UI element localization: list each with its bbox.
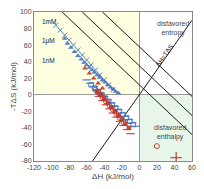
svg-text:1mM: 1mM — [42, 18, 56, 25]
svg-text:0: 0 — [137, 164, 141, 171]
svg-text:-40: -40 — [21, 124, 31, 131]
svg-text:ΔH=TΔS: ΔH=TΔS — [154, 42, 175, 67]
svg-text:-20: -20 — [117, 164, 127, 171]
svg-text:-80: -80 — [64, 164, 74, 171]
svg-text:disfavoredentropy: disfavoredentropy — [157, 20, 189, 37]
svg-text:40: 40 — [171, 164, 179, 171]
svg-text:-60: -60 — [21, 141, 31, 148]
svg-text:0: 0 — [28, 91, 32, 98]
svg-text:60: 60 — [24, 42, 32, 49]
svg-text:100: 100 — [20, 8, 32, 15]
svg-text:ΔH (kJ/mol): ΔH (kJ/mol) — [92, 172, 134, 181]
svg-text:-40: -40 — [99, 164, 109, 171]
svg-text:disfavoredenthalpy: disfavoredenthalpy — [154, 124, 186, 141]
svg-text:20: 20 — [153, 164, 161, 171]
svg-text:60: 60 — [188, 164, 196, 171]
svg-text:-80: -80 — [21, 157, 31, 164]
svg-text:20: 20 — [24, 75, 32, 82]
svg-text:1nM: 1nM — [42, 57, 55, 64]
svg-text:1μM: 1μM — [42, 37, 55, 45]
svg-text:-20: -20 — [21, 108, 31, 115]
svg-text:-100: -100 — [45, 164, 59, 171]
svg-text:80: 80 — [24, 25, 32, 32]
svg-text:40: 40 — [24, 58, 32, 65]
svg-text:-60: -60 — [82, 164, 92, 171]
svg-text:-120: -120 — [27, 164, 41, 171]
svg-text:-TΔS (kJ/mol): -TΔS (kJ/mol) — [9, 62, 18, 111]
